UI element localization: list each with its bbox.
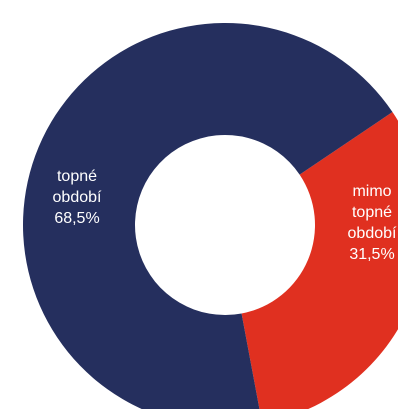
slice-label-0-line-3: 31,5% bbox=[349, 246, 394, 263]
slice-label-0: mimo topné období 31,5% bbox=[348, 183, 397, 263]
donut-slice-1 bbox=[23, 23, 393, 409]
slice-label-1: topné období 68,5% bbox=[53, 168, 102, 227]
slice-label-0-line-0: mimo bbox=[352, 183, 391, 200]
slice-label-1-line-2: 68,5% bbox=[54, 210, 99, 227]
slice-label-0-line-2: období bbox=[348, 225, 397, 242]
slice-label-1-line-0: topné bbox=[57, 168, 97, 185]
donut-slice-0 bbox=[241, 112, 398, 409]
slice-label-1-line-1: období bbox=[53, 189, 102, 206]
slice-label-0-line-1: topné bbox=[352, 204, 392, 221]
